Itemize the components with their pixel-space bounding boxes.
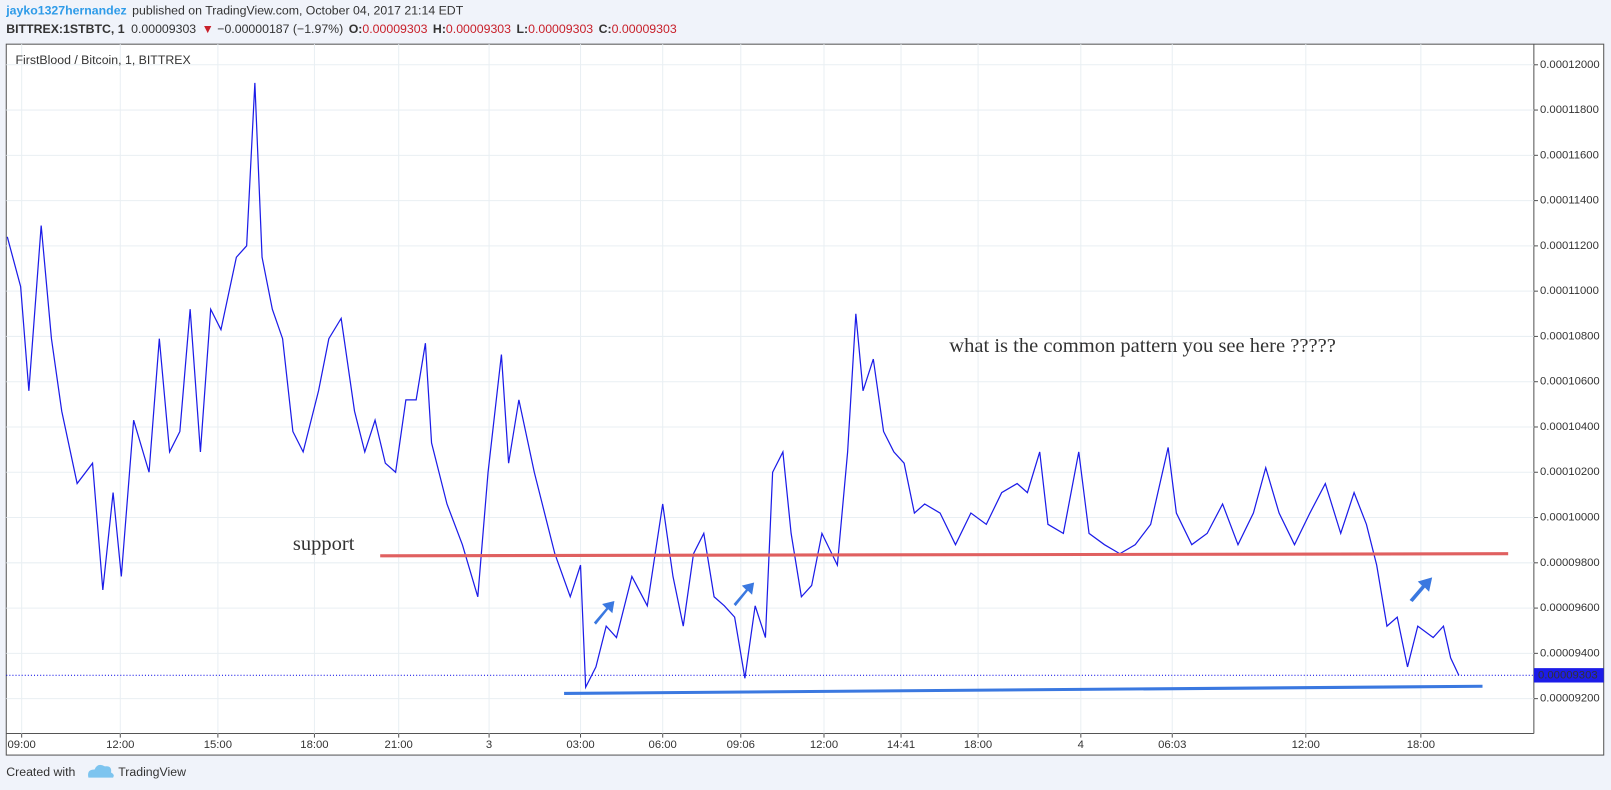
y-tick-label: 0.00011000	[1540, 285, 1599, 297]
chart-frame	[5, 43, 1605, 756]
x-tick-label: 09:00	[8, 739, 36, 751]
o-value: 0.00009303	[362, 22, 427, 36]
y-tick-label: 0.00010400	[1540, 421, 1600, 433]
up-arrow	[1409, 577, 1433, 603]
x-tick-label: 18:00	[1407, 739, 1435, 751]
grid	[6, 44, 1534, 734]
plot	[6, 82, 1534, 690]
y-tick-label: 0.00011600	[1540, 149, 1599, 161]
l-label: L:	[516, 22, 528, 36]
x-tick-label: 06:03	[1158, 739, 1186, 751]
x-tick-label: 18:00	[964, 739, 992, 751]
x-tick-label: 12:00	[810, 739, 838, 751]
x-tick-label: 21:00	[385, 739, 413, 751]
x-tick-label: 03:00	[566, 739, 594, 751]
price-line	[6, 82, 1460, 690]
o-label: O:	[349, 22, 363, 36]
x-tick-label: 18:00	[300, 739, 328, 751]
x-tick-label: 3	[486, 739, 492, 751]
x-tick-label: 12:00	[1292, 739, 1320, 751]
l-value: 0.00009303	[528, 22, 593, 36]
change: −0.00000187 (−1.97%)	[217, 22, 343, 36]
y-tick-label: 0.00012000	[1540, 59, 1600, 71]
support-line	[380, 552, 1509, 558]
direction: ▼	[202, 22, 214, 36]
last-price-box	[1533, 668, 1604, 683]
c-value: 0.00009303	[612, 22, 677, 36]
x-tick-label: 14:41	[887, 739, 915, 751]
x-tick-label: 4	[1078, 739, 1084, 751]
bottom-line	[564, 684, 1483, 695]
price: 0.00009303	[131, 22, 196, 36]
y-tick-label: 0.00010600	[1540, 376, 1600, 388]
x-tick-label: 15:00	[204, 739, 232, 751]
y-tick-label: 0.00011400	[1540, 195, 1599, 207]
y-tick-label: 0.00009800	[1540, 557, 1600, 569]
y-tick-label: 0.00010000	[1540, 512, 1600, 524]
last-price-label: 0.00009303	[1538, 669, 1598, 681]
x-tick-label: 09:06	[727, 739, 755, 751]
author[interactable]: jayko1327hernandez	[5, 4, 126, 18]
header-line-2: BITTREX:1STBTC, 1 0.00009303 ▼ −0.000001…	[6, 22, 677, 36]
chart-title: FirstBlood / Bitcoin, 1, BITTREX	[16, 53, 191, 67]
question-label: what is the common pattern you see here …	[949, 335, 1336, 357]
y-tick-label: 0.00009400	[1540, 647, 1600, 659]
up-arrow	[593, 600, 615, 625]
h-value: 0.00009303	[446, 22, 511, 36]
footer-brand[interactable]: TradingView	[118, 765, 186, 779]
arrows	[593, 577, 1433, 625]
y-tick-label: 0.00009600	[1540, 602, 1600, 614]
y-tick-label: 0.00010200	[1540, 466, 1600, 478]
footer-created: Created with	[6, 765, 75, 779]
x-tick-label: 12:00	[106, 739, 134, 751]
symbol: BITTREX:1STBTC, 1	[6, 22, 124, 36]
y-tick-label: 0.00009200	[1540, 693, 1600, 705]
y-tick-label: 0.00011200	[1540, 240, 1599, 252]
c-label: C:	[599, 22, 612, 36]
brand-logo[interactable]	[88, 764, 114, 778]
h-label: H:	[433, 22, 446, 36]
y-tick-label: 0.00011800	[1540, 104, 1599, 116]
up-arrow	[733, 582, 755, 607]
published: published on TradingView.com, October 04…	[132, 4, 464, 18]
support-label: support	[293, 533, 355, 555]
y-tick-label: 0.00010800	[1540, 330, 1600, 342]
header-line-1: jayko1327hernandez published on TradingV…	[5, 4, 463, 18]
x-tick-label: 06:00	[649, 739, 677, 751]
